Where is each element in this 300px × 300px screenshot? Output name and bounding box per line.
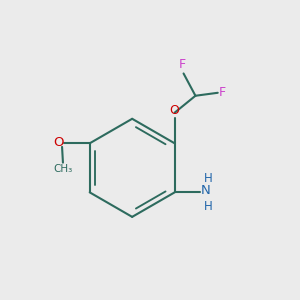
Text: H: H xyxy=(204,172,213,185)
Text: F: F xyxy=(219,86,226,99)
Text: O: O xyxy=(53,136,64,149)
Text: CH₃: CH₃ xyxy=(53,164,73,174)
Text: O: O xyxy=(170,103,180,117)
Text: H: H xyxy=(204,200,213,213)
Text: F: F xyxy=(178,58,186,71)
Text: N: N xyxy=(200,184,210,197)
